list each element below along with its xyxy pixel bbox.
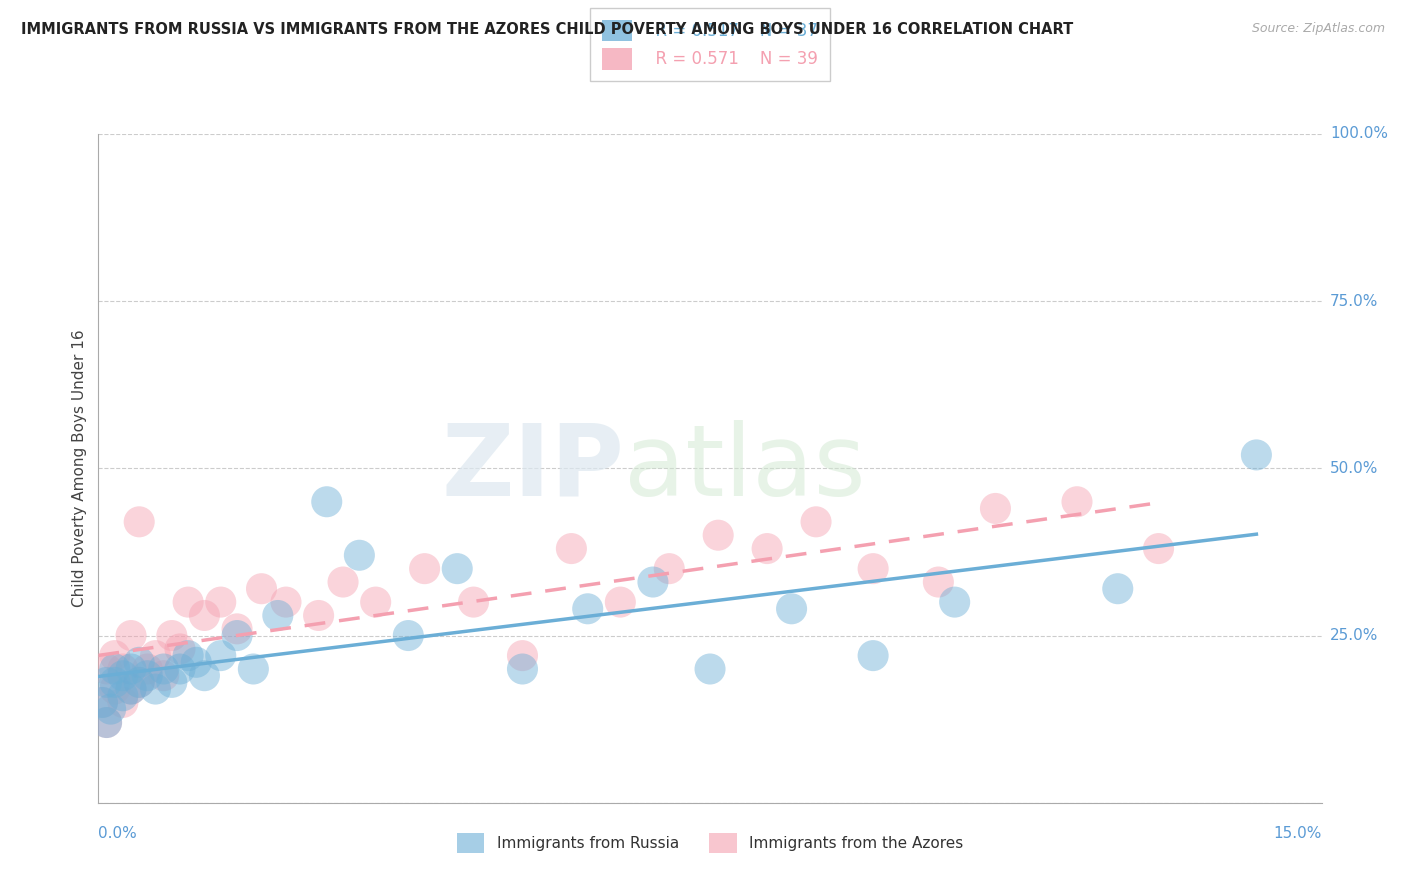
Point (96, 662, 118, 676)
Point (308, 608, 330, 623)
Point (463, 595, 485, 609)
Point (128, 675, 150, 690)
Point (862, 562, 884, 576)
Legend: Immigrants from Russia, Immigrants from the Azores: Immigrants from Russia, Immigrants from … (451, 827, 969, 859)
Point (209, 648, 232, 663)
Point (927, 575, 949, 590)
Point (943, 595, 966, 609)
Point (193, 608, 215, 623)
Point (91, 696, 114, 710)
Point (104, 662, 127, 676)
Point (186, 655, 208, 669)
Text: atlas: atlas (624, 420, 866, 516)
Point (862, 648, 884, 663)
Point (111, 696, 134, 710)
Point (1066, 494, 1088, 508)
Point (267, 608, 290, 623)
Point (104, 681, 127, 696)
Point (274, 595, 297, 609)
Point (100, 702, 122, 716)
Point (984, 501, 1007, 516)
Point (91, 696, 114, 710)
Point (364, 595, 387, 609)
Point (512, 648, 534, 663)
Point (396, 628, 419, 642)
Point (226, 622, 249, 636)
Point (96, 715, 118, 730)
Point (145, 648, 167, 663)
Text: IMMIGRANTS FROM RUSSIA VS IMMIGRANTS FROM THE AZORES CHILD POVERTY AMONG BOYS UN: IMMIGRANTS FROM RUSSIA VS IMMIGRANTS FRO… (21, 22, 1073, 37)
Point (111, 669, 134, 683)
Point (1107, 582, 1129, 596)
Point (128, 515, 150, 529)
Point (446, 562, 468, 576)
Point (609, 595, 631, 609)
Point (780, 602, 803, 616)
Point (226, 628, 249, 642)
Point (104, 648, 127, 663)
Point (152, 662, 174, 676)
Point (111, 689, 134, 703)
Point (152, 669, 174, 683)
Text: Source: ZipAtlas.com: Source: ZipAtlas.com (1251, 22, 1385, 36)
Point (177, 648, 200, 663)
Point (120, 628, 142, 642)
Point (169, 662, 191, 676)
Text: 75.0%: 75.0% (1330, 293, 1378, 309)
Text: ZIP: ZIP (441, 420, 624, 516)
Point (193, 669, 215, 683)
Point (707, 528, 730, 542)
Point (242, 662, 264, 676)
Point (120, 662, 142, 676)
Point (699, 662, 721, 676)
Text: 50.0%: 50.0% (1330, 461, 1378, 475)
Point (96, 715, 118, 730)
Point (177, 595, 200, 609)
Point (128, 655, 150, 669)
Text: 0.0%: 0.0% (98, 826, 138, 841)
Point (1246, 448, 1268, 462)
Point (96, 675, 118, 690)
Point (641, 575, 664, 590)
Point (576, 602, 599, 616)
Point (332, 575, 354, 590)
Point (413, 562, 436, 576)
Point (658, 562, 681, 576)
Text: 15.0%: 15.0% (1274, 826, 1322, 841)
Point (120, 681, 142, 696)
Text: 25.0%: 25.0% (1330, 628, 1378, 643)
Point (111, 662, 134, 676)
Point (1147, 541, 1170, 556)
Point (250, 582, 273, 596)
Point (756, 541, 779, 556)
Point (349, 548, 371, 563)
Point (136, 662, 159, 676)
Y-axis label: Child Poverty Among Boys Under 16: Child Poverty Among Boys Under 16 (72, 329, 87, 607)
Point (136, 669, 159, 683)
Point (169, 642, 191, 657)
Point (512, 662, 534, 676)
Point (560, 541, 582, 556)
Point (128, 675, 150, 690)
Text: 100.0%: 100.0% (1330, 127, 1388, 141)
Point (145, 681, 167, 696)
Point (104, 675, 127, 690)
Point (804, 515, 827, 529)
Point (160, 628, 183, 642)
Point (160, 675, 183, 690)
Point (120, 681, 142, 696)
Point (315, 494, 337, 508)
Point (209, 595, 232, 609)
